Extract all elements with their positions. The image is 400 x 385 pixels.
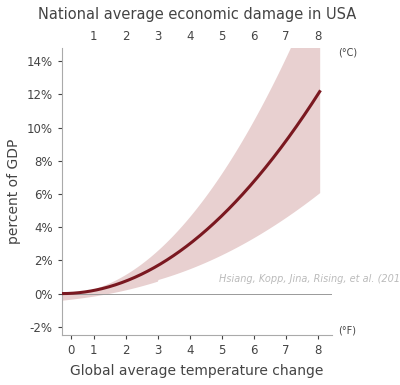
Text: Hsiang, Kopp, Jina, Rising, et al. (2017): Hsiang, Kopp, Jina, Rising, et al. (2017…	[218, 274, 400, 284]
Y-axis label: percent of GDP: percent of GDP	[7, 139, 21, 244]
X-axis label: Global average temperature change: Global average temperature change	[70, 364, 324, 378]
Title: National average economic damage in USA: National average economic damage in USA	[38, 7, 356, 22]
Text: (°C): (°C)	[338, 48, 357, 58]
Text: (°F): (°F)	[338, 325, 356, 335]
